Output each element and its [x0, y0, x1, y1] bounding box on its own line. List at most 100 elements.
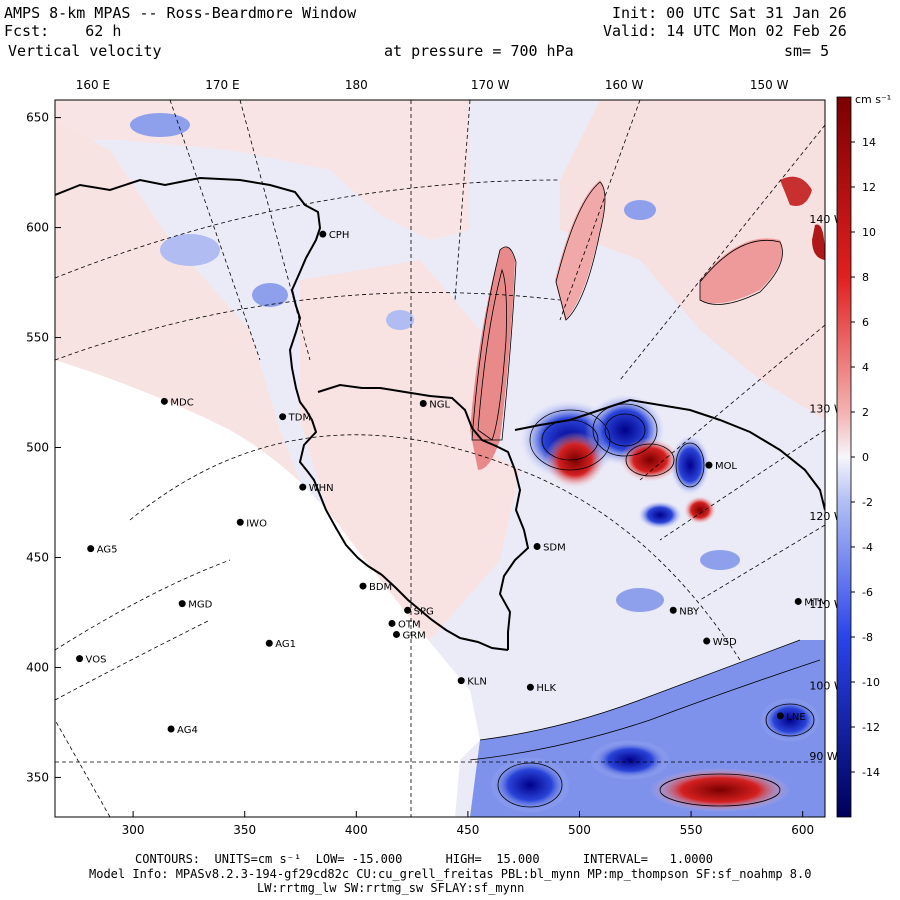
meridian-label: 90 W — [809, 750, 837, 763]
station-marker — [526, 683, 534, 691]
field-name: Vertical velocity — [8, 42, 162, 60]
station-label: MTM — [804, 597, 827, 608]
station-label: NBY — [679, 606, 700, 617]
model-info: Model Info: MPASv8.2.3-194-gf29cd82c CU:… — [89, 867, 812, 881]
meridian-labels: 140 W 130 W 120 W 110 W 100 W 90 W — [809, 213, 844, 763]
station-marker — [533, 542, 541, 550]
station-marker — [167, 725, 175, 733]
longitude-labels: 160 E 170 E 180 170 W 160 W 150 W — [76, 78, 789, 92]
station-label: AG5 — [97, 545, 118, 556]
field-region-pos — [300, 260, 520, 640]
station-marker — [319, 230, 327, 238]
colorbar-scale — [836, 96, 852, 818]
field-core-pos — [650, 768, 790, 812]
field-core-neg — [590, 740, 670, 780]
station-label: AG4 — [177, 725, 198, 736]
field-core-neg — [760, 698, 820, 742]
y-tick-label: 600 — [26, 221, 49, 235]
station-label: WHN — [309, 483, 334, 494]
y-tick-label: 350 — [26, 770, 49, 784]
meridian-label: 100 W — [809, 679, 844, 692]
station-label: LNE — [786, 712, 805, 723]
field-region-pos — [700, 238, 783, 304]
colorbar-tick-label: -10 — [862, 676, 880, 689]
station-label: AG1 — [275, 639, 296, 650]
graticule — [55, 100, 825, 817]
station-marker — [703, 637, 711, 645]
colorbar-tick-label: 8 — [862, 271, 869, 284]
station-label: BDM — [369, 582, 392, 593]
field-region-pos — [555, 180, 605, 320]
station-marker — [794, 597, 802, 605]
colorbar-tick-label: -2 — [862, 496, 873, 509]
longitude-label: 170 W — [471, 78, 510, 92]
field-blob-neg — [386, 310, 414, 330]
station-label: NGL — [429, 400, 450, 411]
field-core-pos — [684, 496, 716, 524]
pressure-level: 700 hPa — [510, 42, 574, 60]
field-region-pos — [812, 224, 825, 260]
station-marker — [419, 400, 427, 408]
pressure-label: at pressure = — [384, 42, 502, 60]
station-marker — [236, 518, 244, 526]
station-label: GRM — [402, 630, 425, 641]
meridian-label: 140 W — [809, 213, 844, 226]
smoothing-value: sm= 5 — [784, 42, 830, 60]
forecast-hours: 62 h — [85, 22, 122, 40]
y-tick-label: 400 — [26, 660, 49, 674]
colorbar-tick-label: 6 — [862, 316, 869, 329]
init-time: Init: 00 UTC Sat 31 Jan 26 — [612, 4, 847, 22]
x-tick-label: 500 — [568, 823, 591, 837]
colorbar-tick-label: 10 — [862, 226, 876, 239]
longitude-label: 160 W — [605, 78, 644, 92]
colorbar-tick-label: 14 — [862, 136, 876, 149]
station-label: CPH — [329, 230, 350, 241]
x-tick-label: 350 — [233, 823, 256, 837]
station-label: VOS — [86, 655, 107, 666]
station-marker — [160, 397, 168, 405]
meridian-label: 110 W — [809, 598, 844, 611]
field-blob-neg — [252, 283, 288, 307]
y-tick-label: 550 — [26, 331, 49, 345]
station-marker — [705, 461, 713, 469]
x-tick-label: 550 — [680, 823, 703, 837]
colorbar-tick-label: -8 — [862, 631, 873, 644]
longitude-label: 180 — [345, 78, 368, 92]
colorbar-tick-label: -12 — [862, 721, 880, 734]
y-axis: 350 400 450 500 550 600 650 — [26, 111, 61, 784]
longitude-label: 170 E — [205, 78, 239, 92]
colorbar: cm s⁻¹ 14 12 10 8 6 4 2 0 -2 -4 -6 -8 -10 -12 -14 — [836, 93, 891, 818]
meridian-label: 120 W — [809, 510, 844, 523]
station-label: WSD — [713, 637, 737, 648]
colorbar-tick-label: 4 — [862, 361, 869, 374]
field-core-neg — [490, 757, 570, 813]
station-marker — [404, 606, 412, 614]
station-marker — [265, 639, 273, 647]
station-marker — [669, 606, 677, 614]
field-blob-neg — [130, 113, 190, 137]
no-data-region — [55, 360, 480, 817]
field-blob-neg — [700, 550, 740, 570]
colorbar-tick-label: -4 — [862, 541, 873, 554]
x-tick-label: 400 — [345, 823, 368, 837]
field-core-neg — [638, 501, 682, 529]
colorbar-tick-label: 2 — [862, 406, 869, 419]
x-tick-label: 300 — [122, 823, 145, 837]
colorbar-units: cm s⁻¹ — [855, 93, 891, 106]
station-label: SDM — [543, 542, 566, 553]
station-label: OTM — [398, 619, 421, 630]
station-marker — [457, 677, 465, 685]
y-tick-label: 450 — [26, 550, 49, 564]
contour-info: CONTOURS: UNITS=cm s⁻¹ LOW= -15.000 HIGH… — [135, 852, 713, 866]
field-core-pos — [620, 438, 680, 482]
field-blob-neg — [616, 588, 664, 612]
field-blob-neg — [160, 234, 220, 266]
colorbar-tick-label: -6 — [862, 586, 873, 599]
colorbar-tick-label: 0 — [862, 451, 869, 464]
station-marker — [279, 413, 287, 421]
y-tick-label: 500 — [26, 441, 49, 455]
station-label: SPG — [414, 606, 434, 617]
station-label: MOL — [715, 461, 737, 472]
